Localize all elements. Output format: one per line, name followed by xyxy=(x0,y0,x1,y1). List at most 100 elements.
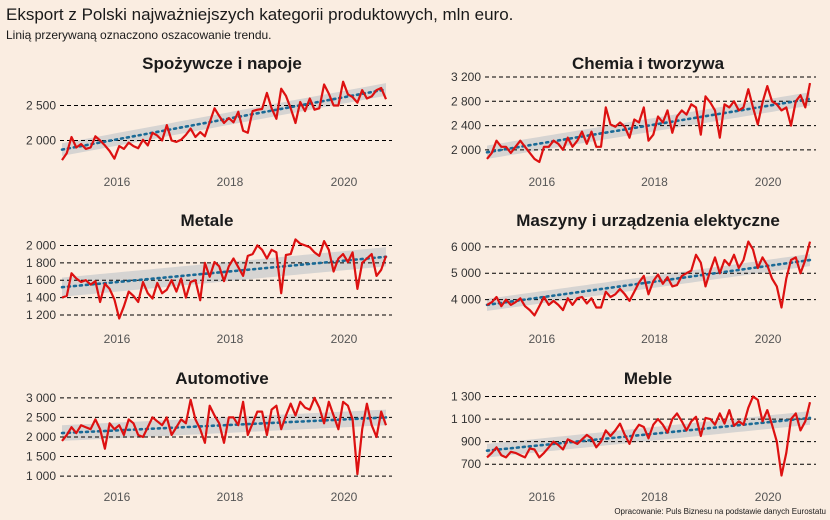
data-point xyxy=(285,254,287,256)
data-point xyxy=(214,415,216,417)
series-line xyxy=(486,240,812,317)
data-point xyxy=(252,110,254,112)
data-point xyxy=(318,407,320,409)
data-point xyxy=(695,254,697,256)
data-point xyxy=(534,449,536,451)
data-point xyxy=(614,293,616,295)
data-point xyxy=(156,282,158,284)
data-point xyxy=(376,275,378,277)
data-point xyxy=(629,443,631,445)
data-point xyxy=(371,424,373,426)
data-point xyxy=(66,434,68,436)
chart-subtitle: Linią przerywaną oznaczono oszacowanie t… xyxy=(6,28,272,42)
data-point xyxy=(619,288,621,290)
x-tick-label: 2016 xyxy=(528,175,555,189)
data-point xyxy=(686,429,688,431)
data-point xyxy=(681,275,683,277)
data-point xyxy=(252,422,254,424)
data-point xyxy=(80,143,82,145)
data-point xyxy=(747,88,749,90)
data-point xyxy=(309,409,311,411)
data-point xyxy=(733,100,735,102)
data-point xyxy=(271,409,273,411)
data-point xyxy=(161,292,163,294)
data-point xyxy=(261,249,263,251)
data-point xyxy=(486,456,488,458)
data-point xyxy=(586,434,588,436)
data-point xyxy=(104,283,106,285)
data-point xyxy=(667,276,669,278)
data-point xyxy=(776,103,778,105)
data-point xyxy=(572,146,574,148)
data-point xyxy=(61,159,63,161)
data-point xyxy=(380,411,382,413)
data-point xyxy=(496,446,498,448)
data-point xyxy=(652,424,654,426)
data-point xyxy=(690,270,692,272)
data-point xyxy=(638,122,640,124)
data-point xyxy=(785,106,787,108)
data-point xyxy=(371,95,373,97)
data-point xyxy=(147,292,149,294)
y-tick-label: 1 100 xyxy=(451,412,481,426)
data-point xyxy=(709,102,711,104)
data-point xyxy=(75,278,77,280)
y-tick-label: 700 xyxy=(461,457,481,471)
data-point xyxy=(385,98,387,100)
data-point xyxy=(572,304,574,306)
data-point xyxy=(519,454,521,456)
data-point xyxy=(800,272,802,274)
data-point xyxy=(809,241,811,243)
data-point xyxy=(299,401,301,403)
data-point xyxy=(228,117,230,119)
data-point xyxy=(309,246,311,248)
x-tick-label: 2020 xyxy=(755,175,782,189)
data-point xyxy=(366,98,368,100)
data-point xyxy=(733,425,735,427)
panel-meble: Meble 700 900 1 100 1 300 2016 2018 2020 xyxy=(451,369,816,504)
y-tick-label: 2 000 xyxy=(451,143,481,157)
data-point xyxy=(147,426,149,428)
data-point xyxy=(591,297,593,299)
y-tick-label: 1 800 xyxy=(26,256,56,270)
data-point xyxy=(705,95,707,97)
data-point xyxy=(128,418,130,420)
data-point xyxy=(529,309,531,311)
data-point xyxy=(771,278,773,280)
data-point xyxy=(66,295,68,297)
data-point xyxy=(671,132,673,134)
data-point xyxy=(290,403,292,405)
data-point xyxy=(85,426,87,428)
data-point xyxy=(190,399,192,401)
data-point xyxy=(161,424,163,426)
data-point xyxy=(790,125,792,127)
data-point xyxy=(790,418,792,420)
data-point xyxy=(352,418,354,420)
data-point xyxy=(361,89,363,91)
data-point xyxy=(581,438,583,440)
data-point xyxy=(266,92,268,94)
data-point xyxy=(638,282,640,284)
data-point xyxy=(94,418,96,420)
data-point xyxy=(323,422,325,424)
data-point xyxy=(800,94,802,96)
data-point xyxy=(781,307,783,309)
data-point xyxy=(510,304,512,306)
data-point xyxy=(619,122,621,124)
data-point xyxy=(714,109,716,111)
data-point xyxy=(180,278,182,280)
y-tick-label: 1 400 xyxy=(26,291,56,305)
data-point xyxy=(328,401,330,403)
data-point xyxy=(567,438,569,440)
data-point xyxy=(223,122,225,124)
data-point xyxy=(99,428,101,430)
data-point xyxy=(90,284,92,286)
data-point xyxy=(505,146,507,148)
data-point xyxy=(266,258,268,260)
data-point xyxy=(223,442,225,444)
data-point xyxy=(519,297,521,299)
x-tick-label: 2016 xyxy=(104,175,131,189)
data-point xyxy=(785,278,787,280)
data-point xyxy=(591,437,593,439)
data-point xyxy=(629,137,631,139)
